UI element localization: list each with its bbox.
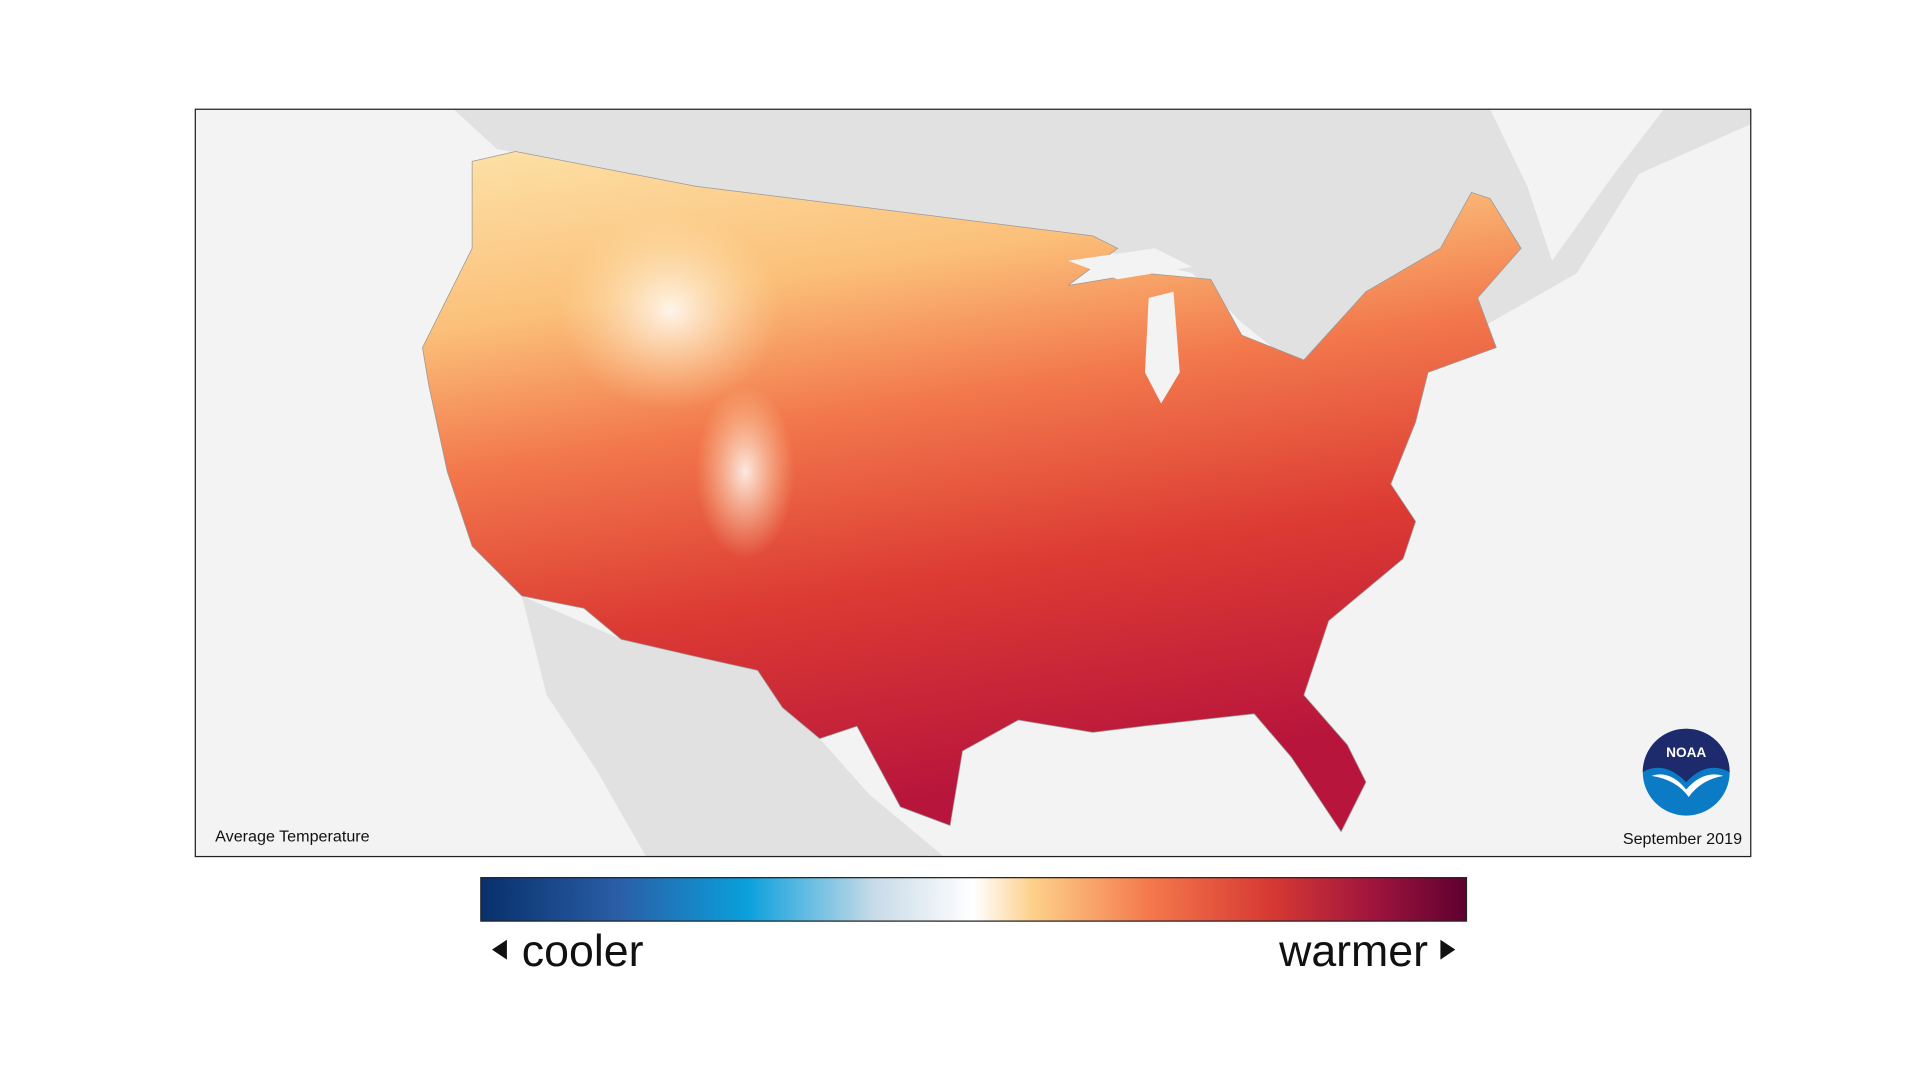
- legend-low-label: cooler: [522, 927, 644, 976]
- rockies-cool-area: [559, 211, 783, 410]
- mexico-land: [521, 595, 944, 857]
- legend-high-label: warmer: [1278, 927, 1428, 976]
- left-arrow: [492, 939, 507, 960]
- map-title: Average Temperature: [215, 828, 370, 846]
- logo-top: [1642, 728, 1730, 783]
- logo-bird: [1651, 774, 1724, 797]
- noaa-logo: NOAA: [1642, 728, 1730, 816]
- colorado-cool-area: [695, 384, 795, 559]
- map-date: September 2019: [1623, 830, 1742, 848]
- logo-text: NOAA: [1666, 745, 1706, 760]
- lake-superior: [1068, 248, 1193, 280]
- colorbar: [480, 877, 1468, 922]
- lake-michigan: [1144, 291, 1180, 404]
- right-arrow: [1440, 939, 1456, 960]
- map-area: [195, 109, 1751, 857]
- map-frame: [194, 108, 1752, 858]
